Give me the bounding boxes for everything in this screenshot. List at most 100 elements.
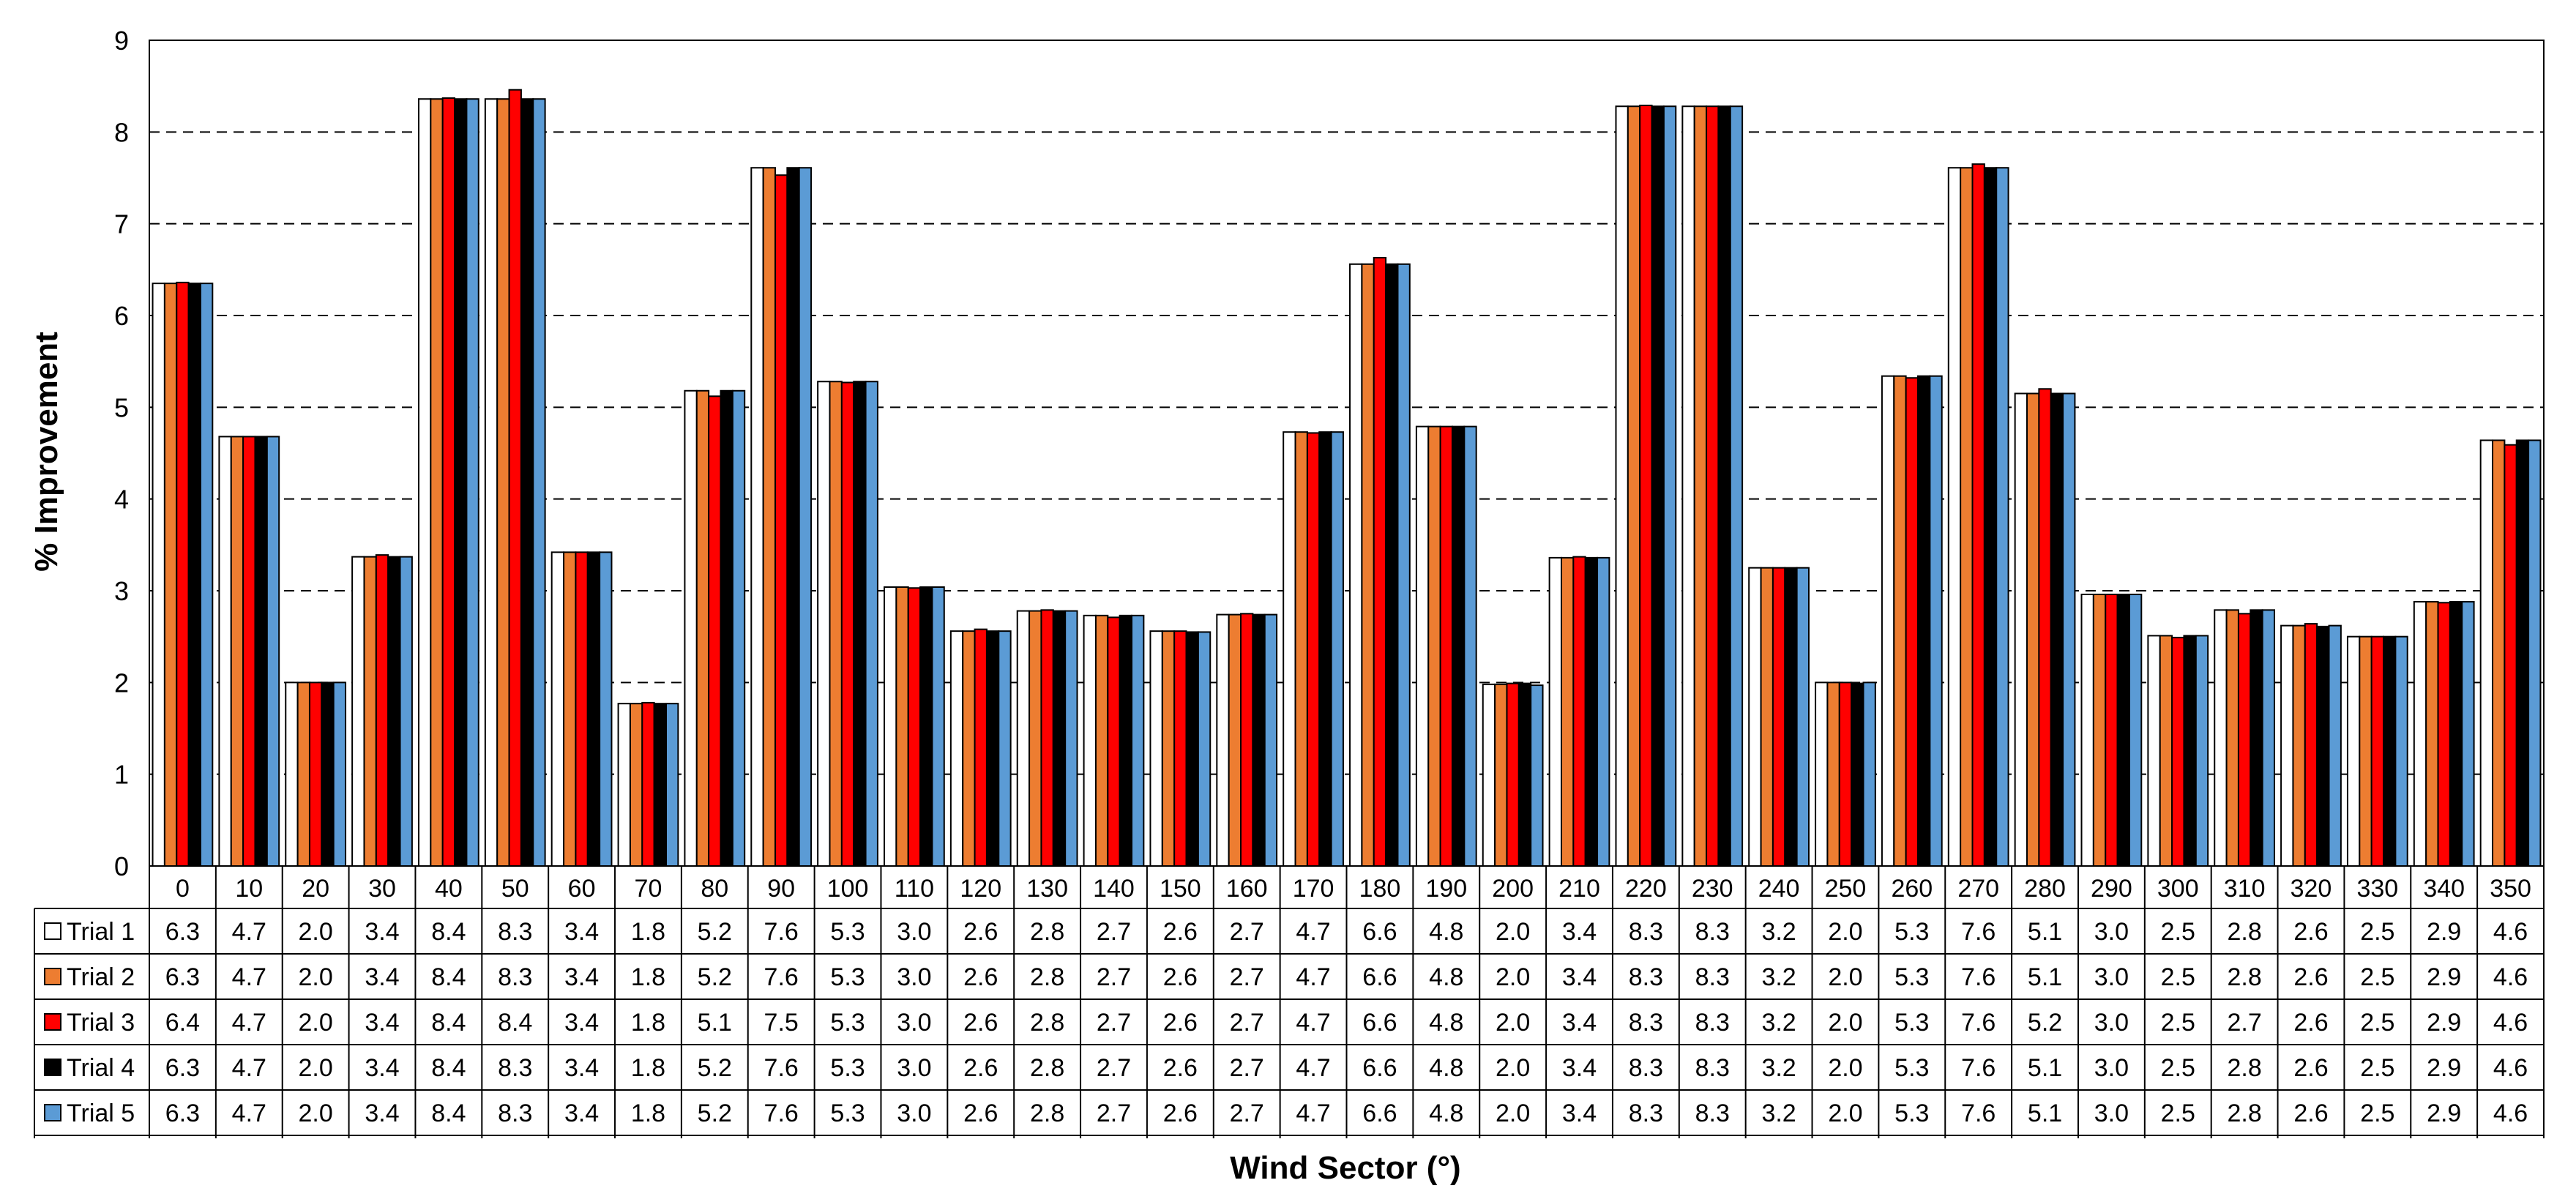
bar-trial-4-140 (1119, 614, 1133, 867)
table-cell-value: 2.6 (963, 963, 998, 991)
y-tick-label: 3 (114, 576, 129, 606)
table-cell-value: 2.6 (2293, 918, 2328, 946)
table-cell-value: 5.3 (830, 918, 865, 946)
table-cell-value: 4.7 (232, 1009, 266, 1037)
bar-trial-3-120 (974, 628, 988, 867)
table-cell-value: 4.6 (2493, 1009, 2528, 1037)
table-cell-value: 1.8 (631, 1009, 665, 1037)
table-cell-value: 4.8 (1429, 918, 1463, 946)
table-cell-value: 8.4 (431, 963, 466, 991)
bar-trial-3-240 (1772, 567, 1786, 867)
table-cell-value: 2.5 (2360, 963, 2394, 991)
x-tick-label: 160 (1226, 875, 1268, 903)
bar-trial-4-190 (1451, 425, 1466, 867)
bar-trial-4-330 (2383, 635, 2397, 867)
table-cell-value: 2.8 (1030, 918, 1064, 946)
table-cell-value: 2.5 (2360, 1100, 2394, 1127)
y-tick-label: 5 (114, 392, 129, 422)
bar-trial-2-40 (430, 98, 444, 867)
bar-trial-1-220 (1615, 105, 1629, 867)
table-cell-value: 1.8 (631, 963, 665, 991)
x-tick-label: 30 (368, 875, 396, 903)
bar-trial-5-0 (199, 283, 214, 867)
table-cell-value: 6.3 (165, 918, 200, 946)
legend-label: Trial 5 (67, 1100, 135, 1127)
x-tick-label: 210 (1558, 875, 1600, 903)
bar-trial-1-60 (550, 551, 565, 867)
bar-trial-3-260 (1905, 377, 1919, 867)
x-tick-label: 90 (767, 875, 795, 903)
bar-trial-4-70 (653, 703, 667, 867)
bar-trial-4-160 (1252, 613, 1266, 867)
bar-trial-4-230 (1717, 105, 1731, 867)
table-cell-value: 5.2 (698, 1100, 732, 1127)
bar-trial-1-350 (2479, 439, 2494, 867)
bar-trial-5-250 (1862, 682, 1876, 867)
table-cell-value: 2.6 (2293, 1054, 2328, 1082)
table-cell-value: 2.9 (2427, 963, 2461, 991)
bar-trial-1-300 (2147, 635, 2161, 867)
bar-trial-1-260 (1881, 375, 1895, 867)
bar-trial-3-160 (1240, 613, 1254, 867)
x-tick-label: 200 (1492, 875, 1534, 903)
y-tick-label: 7 (114, 209, 129, 239)
table-cell-value: 2.7 (1230, 918, 1264, 946)
bar-trial-5-120 (998, 630, 1012, 867)
table-cell-value: 5.3 (1894, 1009, 1929, 1037)
bar-trial-2-130 (1028, 610, 1042, 867)
table-cell-value: 2.7 (1097, 1100, 1131, 1127)
table-cell-value: 3.0 (2094, 963, 2129, 991)
bar-trial-1-280 (2014, 392, 2028, 867)
bar-trial-3-60 (575, 551, 589, 867)
bar-trial-1-230 (1681, 105, 1695, 867)
bar-trial-2-210 (1560, 556, 1575, 867)
table-cell-value: 2.5 (2161, 963, 2195, 991)
bar-trial-2-200 (1494, 683, 1508, 867)
bar-trial-4-130 (1052, 610, 1067, 867)
bar-trial-3-110 (907, 587, 922, 867)
x-tick-label: 270 (1957, 875, 1999, 903)
bar-trial-4-0 (187, 283, 201, 867)
table-cell-value: 4.8 (1429, 963, 1463, 991)
table-cell-value: 6.6 (1362, 1009, 1397, 1037)
bar-trial-3-130 (1040, 609, 1054, 867)
bar-trial-2-0 (163, 283, 178, 867)
bar-trial-3-270 (1971, 163, 1985, 867)
table-cell-value: 2.7 (1097, 1009, 1131, 1037)
bar-trial-1-150 (1149, 630, 1163, 867)
table-cell-value: 2.6 (2293, 1009, 2328, 1037)
legend-label: Trial 3 (67, 1009, 135, 1037)
table-cell-value: 8.3 (1695, 1054, 1730, 1082)
bar-trial-2-120 (962, 630, 976, 867)
table-cell-value: 2.6 (963, 1100, 998, 1127)
table-cell-value: 4.7 (1296, 963, 1330, 991)
bar-trial-3-20 (308, 682, 323, 867)
table-cell-value: 2.5 (2161, 1054, 2195, 1082)
table-cell-value: 2.9 (2427, 918, 2461, 946)
table-cell-value: 2.8 (2227, 1100, 2261, 1127)
grid-layer (149, 131, 2544, 775)
bar-trial-3-280 (2038, 388, 2052, 867)
table-cell-value: 5.2 (2028, 1009, 2062, 1037)
bar-trial-4-290 (2116, 594, 2130, 867)
table-cell-value: 2.5 (2360, 1009, 2394, 1037)
table-cell-value: 5.3 (1894, 963, 1929, 991)
table-cell-value: 5.3 (1894, 918, 1929, 946)
table-cell-value: 5.3 (830, 963, 865, 991)
bar-trial-5-190 (1463, 425, 1477, 867)
table-cell-value: 6.6 (1362, 1100, 1397, 1127)
bar-trial-1-160 (1216, 613, 1230, 867)
bar-trial-2-340 (2425, 601, 2439, 867)
table-cell-value: 2.0 (299, 918, 333, 946)
bar-trial-4-40 (454, 98, 468, 867)
bar-trial-2-150 (1161, 630, 1176, 867)
table-cell-value: 7.6 (1961, 1100, 1996, 1127)
bar-trial-5-310 (2261, 609, 2276, 867)
table-cell-value: 3.0 (2094, 1100, 2129, 1127)
x-tick-label: 330 (2356, 875, 2398, 903)
table-cell-value: 3.0 (897, 1100, 931, 1127)
x-tick-label: 280 (2024, 875, 2066, 903)
table-cell-value: 4.6 (2493, 918, 2528, 946)
bar-trial-5-260 (1929, 375, 1943, 867)
bar-trial-5-240 (1796, 567, 1810, 867)
